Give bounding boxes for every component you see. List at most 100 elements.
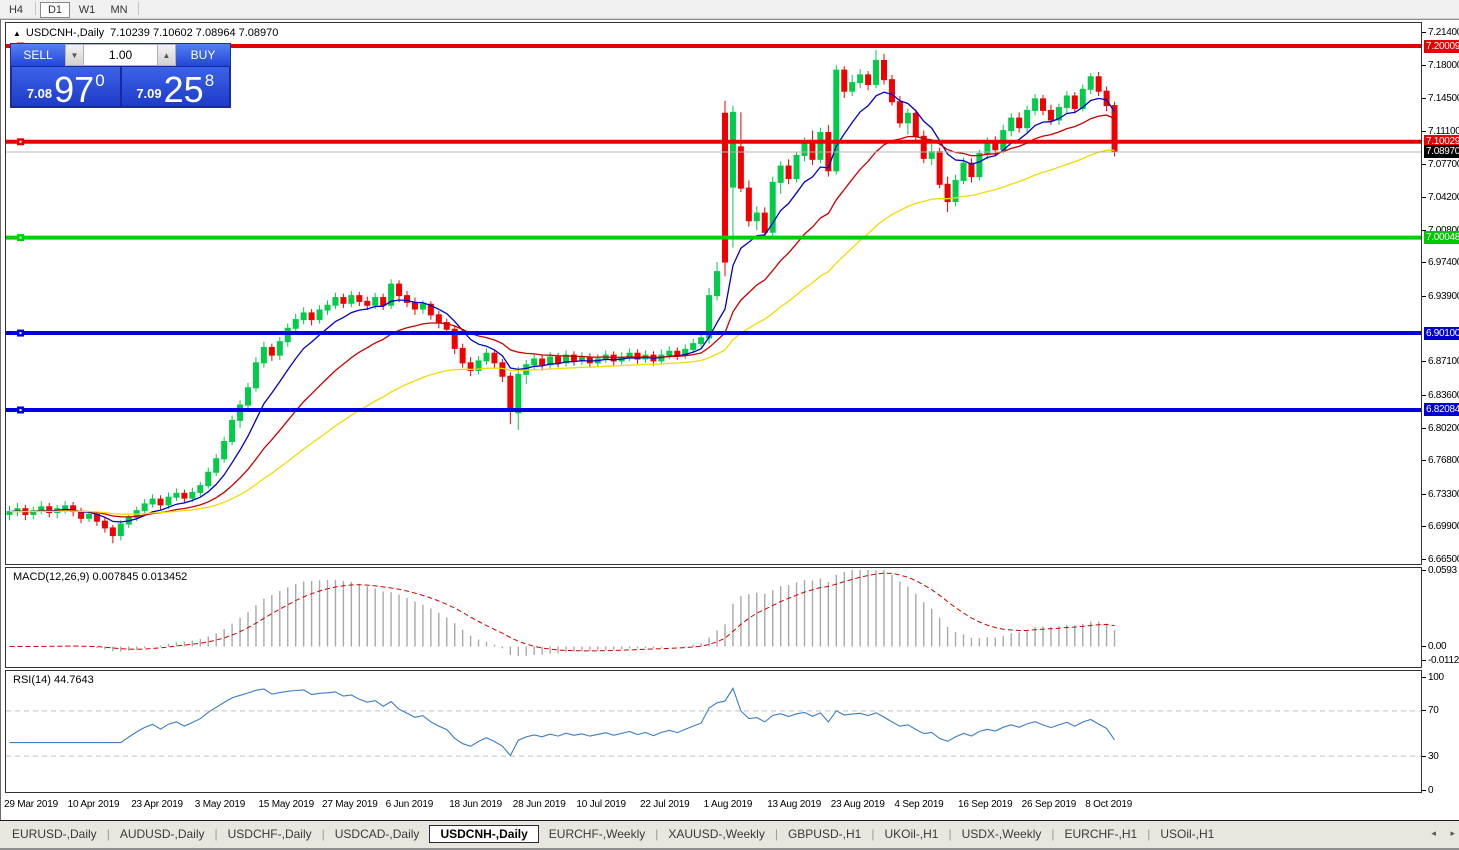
price-tick-label: 7.11100 bbox=[1428, 126, 1459, 137]
candle bbox=[205, 467, 212, 489]
rsi-scale-label: 70 bbox=[1428, 705, 1439, 717]
timeframe-h4-button[interactable]: H4 bbox=[8, 4, 24, 16]
tab-separator: | bbox=[948, 827, 952, 841]
tab-separator: | bbox=[1147, 827, 1151, 841]
buy-price-big: 25 bbox=[163, 69, 204, 110]
candle bbox=[570, 351, 577, 366]
date-tick-label: 23 Aug 2019 bbox=[830, 799, 885, 810]
tab-usoil-h1[interactable]: USOil-,H1 bbox=[1160, 827, 1215, 841]
candle bbox=[777, 161, 784, 194]
tab-usdcnh-daily[interactable]: USDCNH-,Daily bbox=[429, 825, 539, 843]
candle bbox=[873, 49, 880, 89]
collapse-chart-icon[interactable]: ▲ bbox=[13, 29, 21, 38]
candle bbox=[674, 347, 681, 360]
sell-button[interactable]: SELL bbox=[11, 44, 65, 66]
sell-price-big: 97 bbox=[54, 69, 95, 110]
candle bbox=[396, 280, 403, 303]
candle bbox=[213, 453, 220, 477]
candle bbox=[332, 292, 339, 310]
price-tick-label: 6.87100 bbox=[1428, 356, 1459, 368]
candle bbox=[944, 176, 951, 213]
candle bbox=[960, 157, 967, 185]
candle bbox=[308, 309, 315, 326]
tab-eurusd-daily[interactable]: EURUSD-,Daily bbox=[12, 827, 97, 841]
candle bbox=[475, 356, 482, 375]
candle bbox=[833, 65, 840, 175]
candle bbox=[1032, 94, 1039, 116]
volume-decrease-icon[interactable]: ▼ bbox=[65, 44, 84, 66]
candle bbox=[745, 180, 752, 227]
timeframe-w1-button[interactable]: W1 bbox=[78, 4, 96, 16]
candle bbox=[849, 74, 856, 96]
candle bbox=[952, 174, 959, 207]
volume-increase-icon[interactable]: ▲ bbox=[157, 44, 176, 66]
tab-usdcad-daily[interactable]: USDCAD-,Daily bbox=[334, 827, 420, 841]
rsi-value: 44.7643 bbox=[53, 674, 94, 686]
timeframe-mn-button[interactable]: MN bbox=[110, 4, 128, 16]
rsi-scale-label: 0 bbox=[1428, 784, 1434, 796]
macd-signal-line bbox=[9, 572, 1115, 652]
rsi-scale-label: 100 bbox=[1428, 671, 1444, 683]
price-axis[interactable]: 7.21400 7.18000 7.14500 7.11100 7.07700 7.042… bbox=[1422, 20, 1459, 812]
tab-eurchf-weekly[interactable]: EURCHF-,Weekly bbox=[548, 827, 646, 841]
date-tick-label: 3 May 2019 bbox=[194, 799, 246, 810]
candle bbox=[1095, 72, 1102, 96]
price-tick-label: 7.14500 bbox=[1428, 93, 1459, 105]
candle bbox=[1055, 103, 1062, 125]
candle bbox=[936, 147, 943, 189]
price-tick-mark bbox=[1422, 229, 1426, 231]
candle bbox=[483, 348, 490, 365]
rsi-panel[interactable] bbox=[5, 670, 1422, 793]
candle bbox=[785, 159, 792, 185]
tab-gbpusd-h1[interactable]: GBPUSD-,H1 bbox=[787, 827, 862, 841]
price-tick-mark bbox=[1422, 32, 1426, 34]
tab-audusd-daily[interactable]: AUDUSD-,Daily bbox=[119, 827, 205, 841]
date-tick-label: 8 Oct 2019 bbox=[1085, 799, 1133, 810]
timeframe-d1-button[interactable]: D1 bbox=[40, 2, 70, 18]
ma-45-line bbox=[9, 149, 1115, 515]
price-level-label-7.10029: 7.10029 bbox=[1424, 135, 1459, 149]
sell-price-box[interactable]: 7.08 97 0 bbox=[12, 67, 120, 110]
candle bbox=[531, 354, 538, 370]
price-level-label-7.20009: 7.20009 bbox=[1424, 39, 1459, 53]
tab-usdx-weekly[interactable]: USDX-,Weekly bbox=[961, 827, 1042, 841]
price-tick-mark bbox=[1422, 98, 1426, 100]
date-axis[interactable]: 29 Mar 2019 10 Apr 2019 23 Apr 2019 3 May 2… bbox=[4, 793, 1422, 819]
candle bbox=[380, 293, 387, 311]
candle bbox=[825, 124, 832, 177]
tab-eurchf-h1[interactable]: EURCHF-,H1 bbox=[1064, 827, 1138, 841]
tab-scroll-left-icon[interactable]: ◂ bbox=[1431, 828, 1436, 838]
macd-scale-mark bbox=[1422, 646, 1426, 647]
tab-separator: | bbox=[214, 827, 218, 841]
candle bbox=[563, 350, 569, 367]
hline-handle-dot bbox=[19, 332, 22, 335]
tab-ukoil-h1[interactable]: UKOil-,H1 bbox=[884, 827, 939, 841]
rsi-scale-mark bbox=[1422, 710, 1426, 712]
tab-xauusd-weekly[interactable]: XAUUSD-,Weekly bbox=[668, 827, 765, 841]
buy-button[interactable]: BUY bbox=[176, 44, 230, 66]
rsi-scale-mark bbox=[1422, 676, 1426, 678]
candle bbox=[348, 290, 355, 308]
tab-usdchf-daily[interactable]: USDCHF-,Daily bbox=[227, 827, 312, 841]
timeframe-toolbar: H4 D1 W1 MN bbox=[0, 0, 1459, 19]
candle bbox=[698, 333, 705, 348]
date-tick-label: 22 Jul 2019 bbox=[640, 799, 690, 810]
buy-price-box[interactable]: 7.09 25 8 bbox=[121, 67, 229, 110]
macd-values: 0.007845 0.013452 bbox=[92, 571, 188, 583]
toolbar-separator bbox=[138, 2, 139, 16]
macd-name: MACD(12,26,9) bbox=[13, 571, 90, 583]
price-tick-label: 7.18000 bbox=[1428, 59, 1459, 71]
candle bbox=[865, 71, 872, 91]
candle bbox=[117, 520, 124, 541]
tab-scroll-right-icon[interactable]: ▸ bbox=[1450, 828, 1455, 838]
macd-panel[interactable] bbox=[5, 567, 1422, 668]
candle bbox=[491, 349, 498, 368]
price-level-label-6.82084: 6.82084 bbox=[1424, 403, 1459, 417]
price-chart[interactable] bbox=[5, 22, 1422, 565]
chart-window: 7.21400 7.18000 7.14500 7.11100 7.07700 7.042… bbox=[0, 19, 1459, 820]
price-tick-label: 6.80200 bbox=[1428, 422, 1459, 434]
tab-scroll-arrows: ◂ ▸ bbox=[1419, 828, 1455, 839]
tab-separator: | bbox=[1051, 827, 1055, 841]
volume-input[interactable] bbox=[84, 44, 157, 66]
candle bbox=[229, 415, 236, 446]
